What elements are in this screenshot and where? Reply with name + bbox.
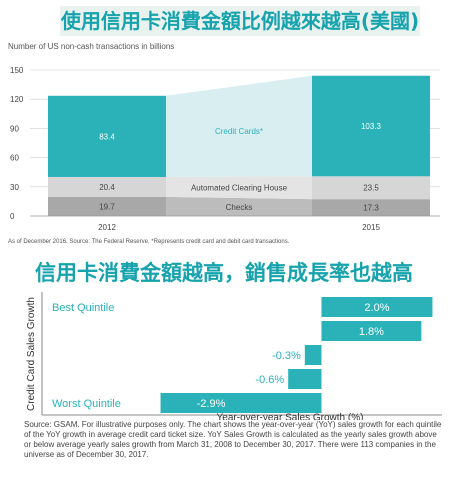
chart2-footnote: Source: GSAM. For illustrative purposes …	[24, 420, 442, 459]
connector-band	[166, 196, 312, 216]
data-label: 103.3	[361, 122, 382, 131]
chart1-y-axis-title: Number of US non-cash transactions in bi…	[8, 42, 175, 51]
data-label: -2.9%	[197, 398, 226, 410]
chart1-footnote: As of December 2016. Source: The Federal…	[8, 239, 290, 245]
series-label-credit-cards-: Credit Cards*	[215, 127, 263, 136]
chart2-horizontal-bar-chart: Credit Card Sales Growth 2.0% 1.8% -0.3% -0.…	[26, 292, 442, 420]
y-tick-label: 120	[10, 95, 24, 104]
bar-segment	[312, 176, 430, 200]
best-quintile-label: Best Quintile	[52, 302, 114, 314]
y-tick-label: 0	[10, 212, 15, 221]
bar	[160, 393, 322, 413]
y-tick-label: 30	[10, 183, 19, 192]
data-label: 17.3	[363, 204, 379, 213]
series-label-checks: Checks	[226, 203, 253, 212]
bar	[288, 369, 322, 389]
data-label: -0.3%	[272, 350, 301, 362]
chart2-y-axis-title: Credit Card Sales Growth	[26, 297, 37, 411]
connector-band	[166, 176, 312, 200]
bar-segment	[312, 199, 430, 216]
data-label: 20.4	[99, 183, 115, 192]
bar	[304, 345, 322, 365]
chart1-stacked-bar-chart: 0 30 60 90 120 150 Checks Automated Clearing Ho…	[10, 66, 440, 232]
bar-segment	[48, 196, 166, 216]
y-tick-label: 60	[10, 154, 19, 163]
x-tick-label: 2012	[98, 223, 116, 232]
bar	[321, 297, 433, 317]
x-tick-label: 2015	[362, 223, 380, 232]
data-label: 2.0%	[364, 302, 389, 314]
data-label: -0.6%	[255, 374, 284, 386]
chart2-x-axis-title: Year-over-year Sales Growth (%)	[217, 412, 364, 420]
data-label: 1.8%	[359, 326, 384, 338]
worst-quintile-label: Worst Quintile	[52, 398, 121, 410]
data-label: 19.7	[99, 202, 115, 211]
bar-segment	[48, 95, 166, 177]
bar	[321, 321, 422, 341]
chart2-title: 信用卡消費金額越高，銷售成長率也越高	[35, 261, 413, 285]
data-label: 83.4	[99, 132, 115, 141]
chart1-title: 使用信用卡消費金額比例越來越高(美國)	[60, 6, 420, 36]
bar-segment	[48, 176, 166, 197]
series-label-automated-clearing-house: Automated Clearing House	[191, 183, 288, 192]
y-tick-label: 90	[10, 124, 19, 133]
bar-segment	[312, 75, 430, 177]
connector-band	[166, 75, 312, 177]
y-tick-label: 150	[10, 66, 24, 75]
data-label: 23.5	[363, 184, 379, 193]
